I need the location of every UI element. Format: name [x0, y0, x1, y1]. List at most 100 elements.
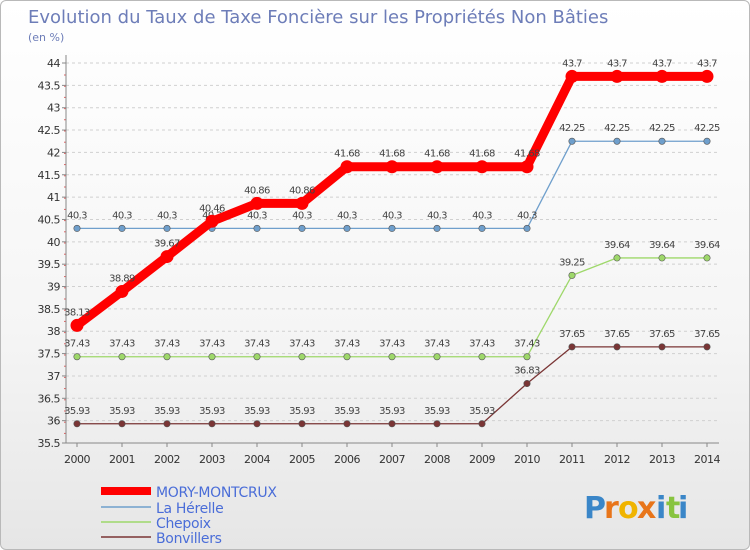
data-label: 40.3: [112, 210, 132, 221]
data-label: 43.7: [607, 58, 627, 69]
x-tick-label: 2003: [199, 453, 225, 466]
data-label: 37.43: [199, 339, 225, 350]
y-tick-label: 40.5: [38, 213, 61, 226]
brand-letter: r: [604, 491, 619, 526]
data-label: 37.65: [604, 329, 630, 340]
data-point: [253, 420, 261, 428]
data-point: [655, 69, 669, 83]
y-tick-label: 41: [47, 191, 60, 204]
proxiti-logo: Pr ox i ti: [584, 491, 688, 526]
brand-letter: o: [618, 491, 639, 526]
data-label: 40.3: [67, 210, 87, 221]
y-tick-label: 44: [47, 57, 60, 70]
data-point: [73, 420, 81, 428]
data-point: [163, 224, 171, 232]
data-point: [430, 160, 444, 174]
data-label: 39.64: [649, 240, 675, 251]
data-point: [118, 224, 126, 232]
data-point: [478, 353, 486, 361]
data-point: [295, 196, 309, 210]
data-point: [208, 353, 216, 361]
data-point: [160, 250, 174, 264]
y-tick-label: 42.5: [38, 124, 61, 137]
data-point: [205, 214, 219, 228]
data-point: [478, 224, 486, 232]
data-point: [118, 353, 126, 361]
data-label: 40.46: [199, 203, 225, 214]
y-tick-label: 39: [47, 281, 60, 294]
data-label: 35.93: [334, 406, 360, 417]
y-tick-label: 43.5: [38, 79, 61, 92]
series-chepoix: 37.43 37.43 37.43 37.43 37.43 37.43 37.43 37.43…: [64, 240, 721, 361]
data-label: 35.93: [424, 406, 450, 417]
data-point: [208, 420, 216, 428]
x-tick-label: 2011: [559, 453, 585, 466]
data-point: [433, 224, 441, 232]
data-point: [298, 224, 306, 232]
data-label: 35.93: [469, 406, 495, 417]
data-point: [658, 254, 666, 262]
data-label: 37.43: [244, 339, 270, 350]
y-tick-label: 38.5: [38, 303, 61, 316]
series-line: [74, 71, 707, 330]
data-point: [565, 69, 579, 83]
series-la-h-relle: 40.3 40.3 40.3 40.3 40.3 40.3 40.3 40.3 40.3 40.3…: [67, 123, 721, 232]
data-label: 36.83: [514, 366, 540, 377]
data-point: [73, 224, 81, 232]
data-label: 43.7: [697, 58, 717, 69]
data-label: 40.3: [157, 210, 177, 221]
data-label: 42.25: [604, 123, 630, 134]
data-label: 41.68: [514, 149, 540, 160]
data-label: 41.68: [469, 149, 495, 160]
data-label: 42.25: [649, 123, 675, 134]
data-label: 37.65: [694, 329, 720, 340]
data-point: [568, 137, 576, 145]
data-label: 40.3: [472, 210, 492, 221]
axes: 35.5 36 36.5 37 37.5 38 38.5 39 39.5 40 40.5 41 41.5…: [38, 55, 721, 466]
data-point: [298, 353, 306, 361]
data-label: 37.43: [514, 339, 540, 350]
data-label: 37.43: [379, 339, 405, 350]
x-tick-label: 2010: [514, 453, 540, 466]
data-point: [388, 224, 396, 232]
x-tick-label: 2013: [649, 453, 675, 466]
x-tick-label: 2001: [109, 453, 135, 466]
data-label: 39.64: [604, 240, 630, 251]
data-point: [343, 224, 351, 232]
x-tick-label: 2005: [289, 453, 315, 466]
data-point: [478, 420, 486, 428]
data-label: 35.93: [109, 406, 135, 417]
data-label: 40.3: [517, 210, 537, 221]
data-point: [433, 353, 441, 361]
x-tick-label: 2012: [604, 453, 630, 466]
data-label: 38.89: [109, 273, 135, 284]
data-label: 40.86: [244, 185, 270, 196]
chart-subtitle: (en %): [28, 31, 64, 44]
data-label: 37.43: [154, 339, 180, 350]
y-tick-label: 37: [47, 370, 60, 383]
chart-title: Evolution du Taux de Taxe Foncière sur l…: [28, 7, 608, 28]
data-point: [568, 271, 576, 279]
data-point: [613, 137, 621, 145]
data-point: [298, 420, 306, 428]
data-label: 40.3: [337, 210, 357, 221]
data-point: [523, 353, 531, 361]
data-label: 39.64: [694, 240, 720, 251]
y-tick-label: 43: [47, 102, 60, 115]
data-point: [385, 160, 399, 174]
series-group: 35.93 35.93 35.93 35.93 35.93 35.93 35.93 35.93…: [64, 58, 721, 428]
data-point: [700, 69, 714, 83]
data-label: 35.93: [64, 406, 90, 417]
y-tick-label: 42: [47, 146, 60, 159]
data-label: 37.43: [109, 339, 135, 350]
data-label: 40.3: [427, 210, 447, 221]
data-label: 37.43: [469, 339, 495, 350]
y-tick-label: 36: [47, 415, 60, 428]
x-tick-label: 2007: [379, 453, 405, 466]
data-point: [523, 224, 531, 232]
data-label: 40.3: [292, 210, 312, 221]
data-point: [703, 254, 711, 262]
